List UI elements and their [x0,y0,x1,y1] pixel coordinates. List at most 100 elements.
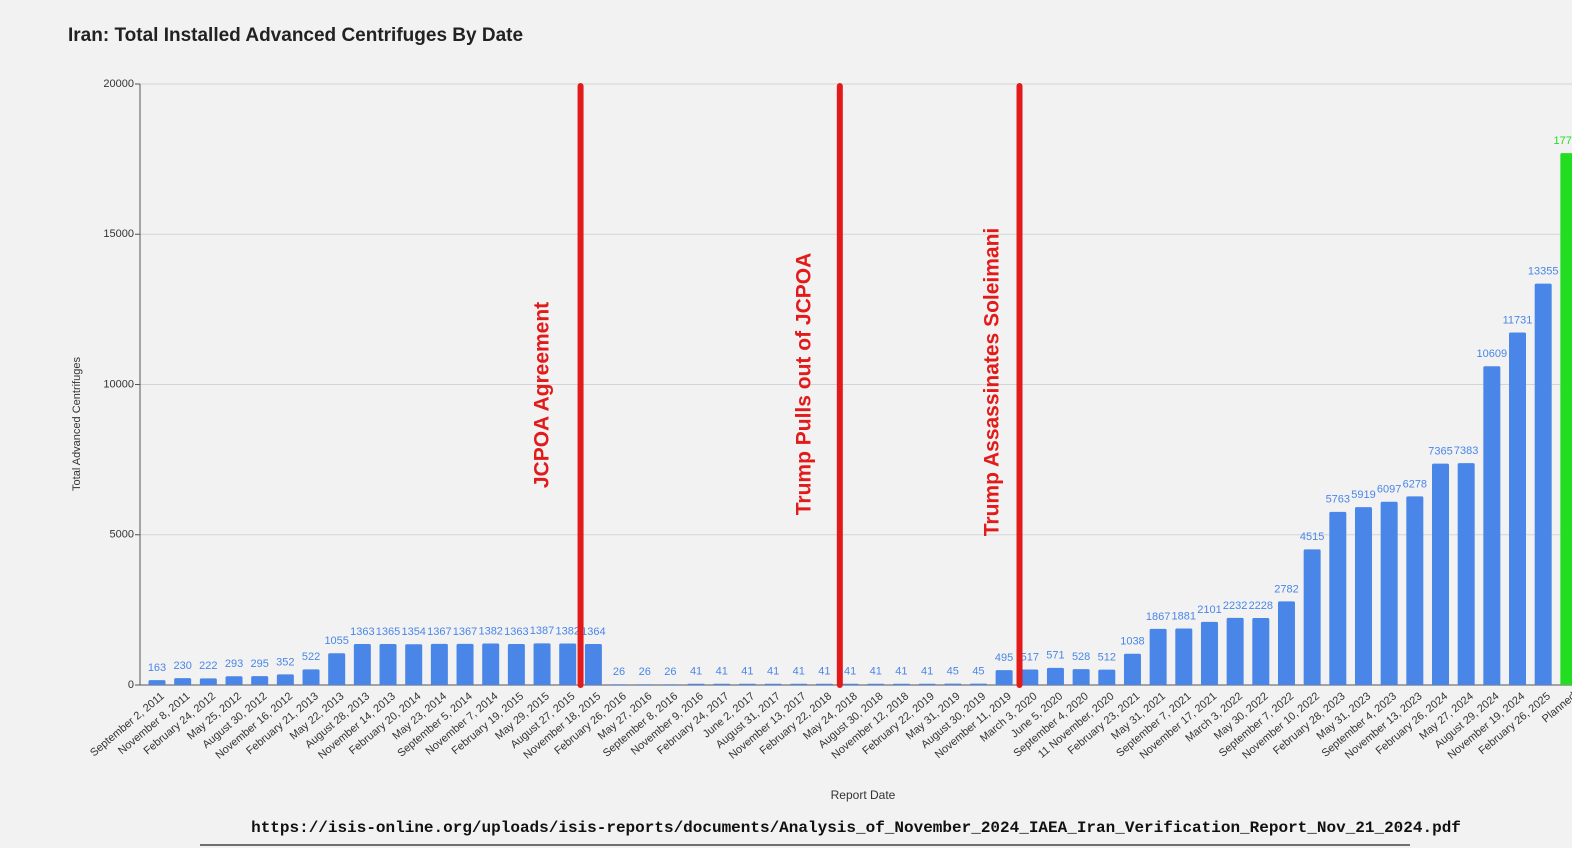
value-label: 41 [895,666,907,678]
value-label: 45 [972,666,984,678]
value-label: 2228 [1249,600,1273,612]
x-axis-label: Report Date [831,788,896,802]
value-label: 352 [276,656,294,668]
bar [1123,653,1141,685]
bar [1457,463,1475,685]
value-label: 1055 [324,635,348,647]
bar [148,680,166,685]
bar [225,676,243,685]
bar [405,644,423,685]
value-label: 26 [639,666,651,678]
value-label: 295 [251,658,269,670]
bar [867,683,885,685]
bar [738,683,756,685]
event-label: Trump Pulls out of JCPOA [793,253,816,516]
value-label: 5763 [1326,494,1350,506]
bar [1406,496,1424,685]
value-label: 41 [793,666,805,678]
value-label: 512 [1098,652,1116,664]
value-label: 1367 [453,626,477,638]
value-label: 1382 [478,625,502,637]
bar [328,653,346,685]
value-label: 45 [947,666,959,678]
bar [533,643,551,685]
value-label: 1367 [427,626,451,638]
bar [1329,511,1347,685]
bar [944,683,962,685]
value-label: 41 [767,666,779,678]
bar [1226,617,1244,685]
value-label: 517 [1021,651,1039,663]
value-label: 41 [844,666,856,678]
y-tick-label: 5000 [110,529,134,541]
value-label: 495 [995,652,1013,664]
bar [302,669,320,685]
source-url: https://isis-online.org/uploads/isis-rep… [251,819,1461,837]
value-label: 1881 [1172,610,1196,622]
value-label: 41 [818,666,830,678]
value-label: 26 [664,666,676,678]
value-label: 13355 [1528,266,1559,278]
bar [918,683,936,685]
bar [1072,669,1090,685]
value-label: 1364 [581,626,605,638]
value-label: 41 [741,666,753,678]
value-label: 41 [921,666,933,678]
bar [1560,153,1572,685]
value-label: 1365 [376,626,400,638]
bar [276,674,294,685]
value-label: 1038 [1120,636,1144,648]
value-label: 163 [148,662,166,674]
y-axis-label: Total Advanced Centrifuges [71,357,83,491]
value-label: 1363 [350,626,374,638]
bar [1380,501,1398,685]
bar [1432,463,1449,685]
value-label: 26 [613,666,625,678]
bar [661,684,679,685]
bar [815,683,833,685]
value-label: 41 [716,666,728,678]
value-label: 4515 [1300,531,1324,543]
value-label: 230 [173,660,191,672]
bar [1303,549,1321,685]
bar [841,683,859,685]
event-label: JCPOA Agreement [531,302,554,488]
bar [969,683,987,685]
bar [636,684,654,685]
value-label: 522 [302,651,320,663]
bar [1483,366,1501,685]
bar [1021,669,1039,685]
bar [1277,601,1295,685]
value-label: 1354 [401,626,425,638]
bar [174,678,192,685]
chart-title: Iran: Total Installed Advanced Centrifug… [68,25,523,46]
value-label: 17700 [1554,135,1572,147]
bar [507,644,525,685]
value-label: 5919 [1351,489,1375,501]
bar [430,643,448,685]
value-label: 6097 [1377,484,1401,496]
value-label: 571 [1046,650,1064,662]
bar [456,643,474,685]
y-tick-label: 20000 [103,78,134,90]
value-label: 1382 [555,625,579,637]
bar [584,644,602,685]
bar [1509,332,1527,685]
value-label: 2782 [1274,583,1298,595]
value-label: 293 [225,658,243,670]
bar [1354,507,1372,685]
value-label: 528 [1072,651,1090,663]
event-label: Trump Assassinates Soleimani [981,228,1004,537]
bar [1046,667,1064,685]
value-label: 1867 [1146,611,1170,623]
bar [1534,283,1552,685]
bar [1175,628,1193,685]
bar [687,683,705,685]
value-label: 1363 [504,626,528,638]
bar [379,643,397,685]
value-label: 2101 [1197,604,1221,616]
value-label: 1387 [530,625,554,637]
y-tick-label: 0 [128,679,134,691]
value-label: 7383 [1454,445,1478,457]
